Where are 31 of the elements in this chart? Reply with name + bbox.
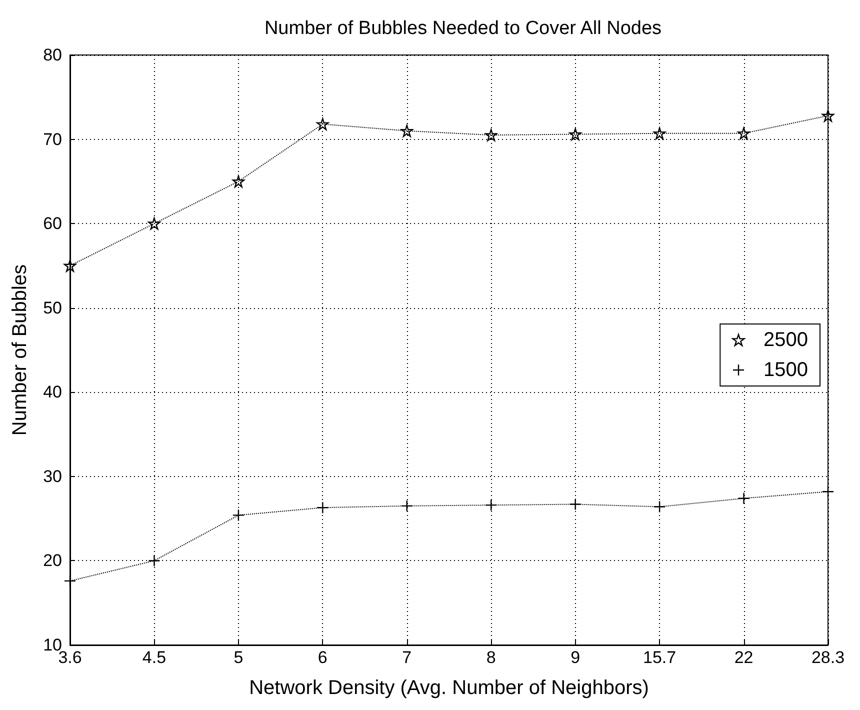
- x-tick-label: 9: [570, 648, 580, 667]
- y-axis-title: Number of Bubbles: [9, 264, 31, 436]
- point: [64, 260, 76, 272]
- point: [400, 124, 413, 137]
- y-tick-label: 70: [43, 130, 62, 149]
- y-tick-label: 50: [43, 298, 62, 318]
- legend-label: 1500: [764, 359, 808, 381]
- x-tick-label: 8: [486, 648, 496, 667]
- x-tick-label: 15.7: [643, 648, 676, 667]
- chart-title: Number of Bubbles Needed to Cover All Nodes: [264, 18, 662, 39]
- point: [653, 127, 666, 140]
- point: [316, 118, 329, 130]
- x-tick-label: 28.3: [811, 648, 845, 667]
- x-tick-label: 6: [318, 648, 328, 667]
- x-axis-title: Network Density (Avg. Number of Neighbors): [249, 677, 649, 699]
- x-tick-label: 7: [402, 648, 412, 667]
- legend-label: 2500: [764, 329, 808, 351]
- y-tick-label: 40: [43, 382, 62, 402]
- point: [232, 175, 245, 188]
- y-tick-label: 80: [43, 46, 62, 64]
- x-tick-label: 4.5: [142, 648, 166, 667]
- point: [569, 128, 582, 140]
- point: [738, 127, 750, 140]
- x-tick-label: 5: [234, 648, 244, 667]
- y-tick-label: 30: [43, 466, 62, 486]
- x-tick-label: 22: [734, 648, 754, 667]
- point: [485, 128, 498, 142]
- y-tick-label: 20: [43, 551, 62, 570]
- point: [822, 110, 834, 122]
- y-tick-label: 60: [43, 214, 62, 234]
- point: [148, 217, 160, 230]
